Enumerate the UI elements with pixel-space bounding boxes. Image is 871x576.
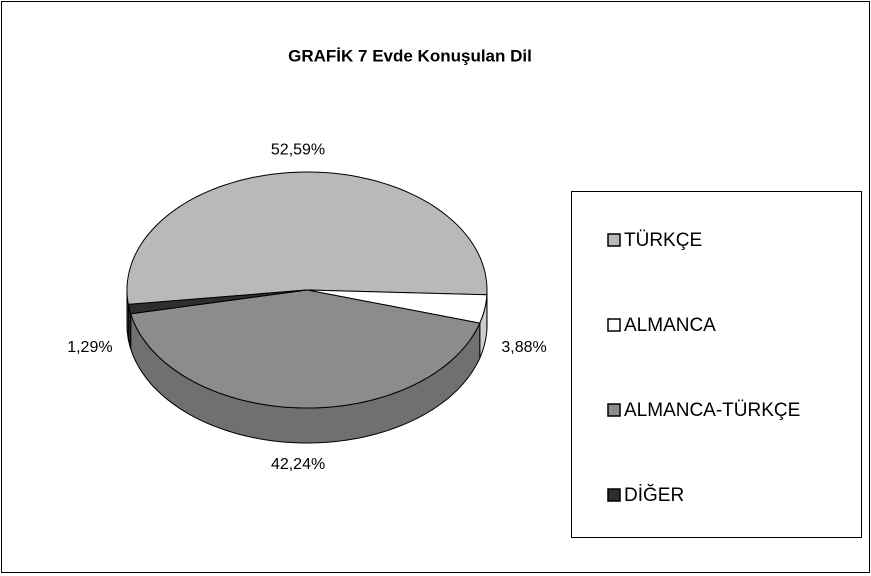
legend-label: ALMANCA [624, 315, 716, 336]
legend: TÜRKÇE ALMANCA ALMANCA-TÜRKÇE DİĞER [607, 230, 800, 506]
legend-label: ALMANCA-TÜRKÇE [624, 400, 800, 421]
chart-title: GRAFİK 7 Evde Konuşulan Dil [288, 46, 532, 65]
legend-swatch [607, 233, 621, 247]
legend-swatch [607, 318, 621, 332]
legend-label: DİĞER [624, 484, 684, 506]
legend-box [571, 191, 862, 538]
data-label: 3,88% [501, 339, 546, 356]
data-label: 52,59% [271, 141, 325, 158]
legend-label: TÜRKÇE [624, 230, 702, 251]
legend-swatch [607, 488, 621, 502]
pie: 52,59% 3,88% 42,24% 1,29% [67, 141, 547, 473]
legend-swatch [607, 403, 621, 417]
pie-slice [127, 289, 308, 315]
data-label: 1,29% [67, 339, 112, 356]
data-label: 42,24% [271, 456, 325, 473]
pie-slice [130, 289, 481, 409]
pie-slice [126, 171, 488, 305]
